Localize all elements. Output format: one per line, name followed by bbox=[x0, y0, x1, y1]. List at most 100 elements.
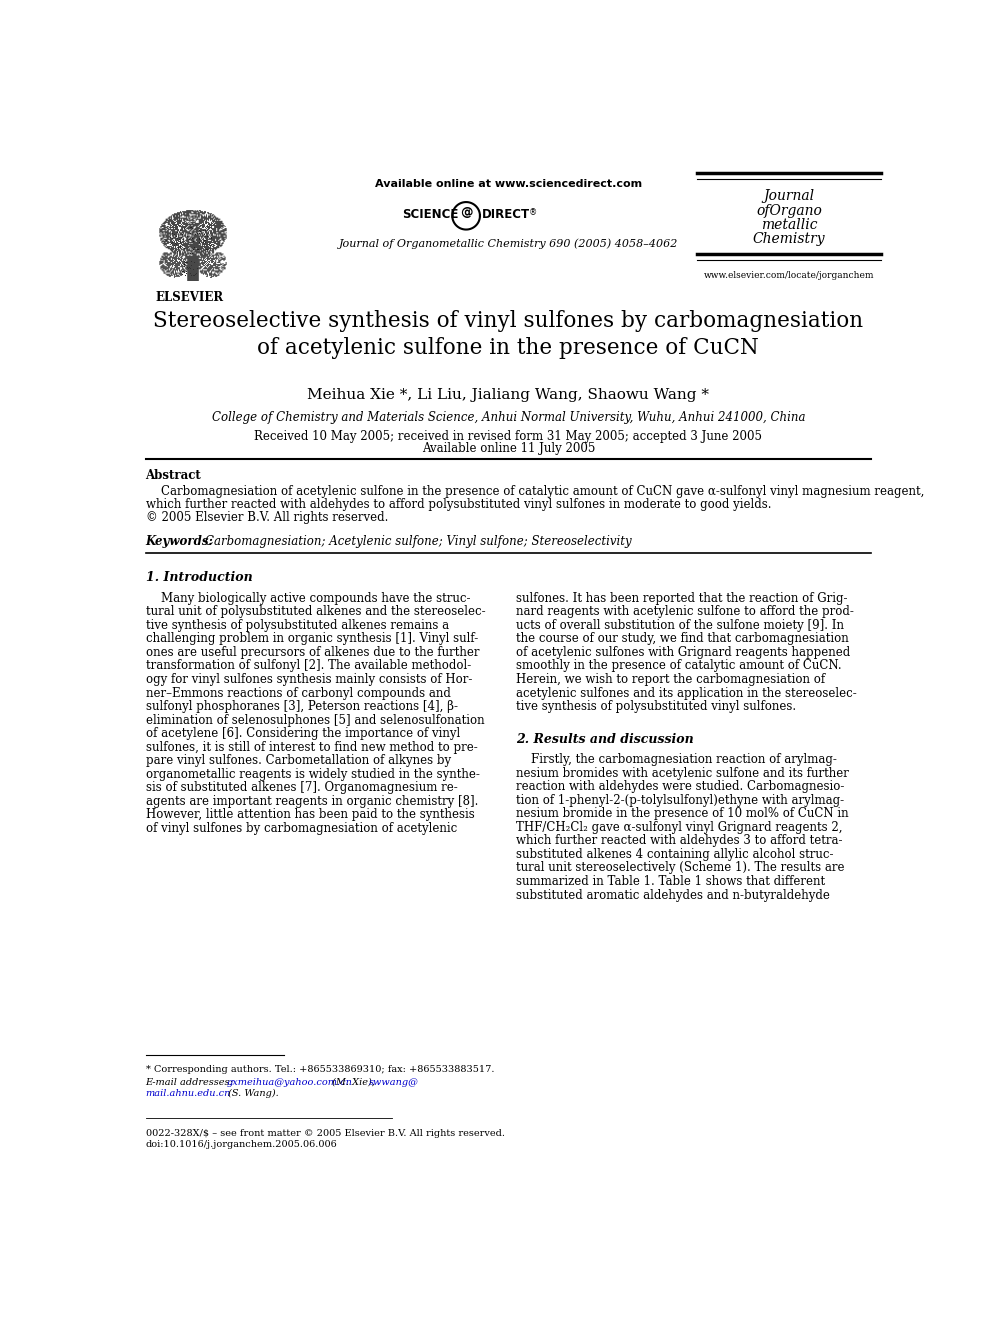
Point bbox=[183, 242, 198, 263]
Point bbox=[177, 250, 192, 271]
Text: pare vinyl sulfones. Carbometallation of alkynes by: pare vinyl sulfones. Carbometallation of… bbox=[146, 754, 450, 767]
Text: metallic: metallic bbox=[761, 218, 817, 232]
Text: ner–Emmons reactions of carbonyl compounds and: ner–Emmons reactions of carbonyl compoun… bbox=[146, 687, 450, 700]
Point bbox=[179, 262, 194, 283]
Text: Keywords:: Keywords: bbox=[146, 534, 213, 548]
Point bbox=[185, 217, 200, 238]
Point bbox=[183, 251, 198, 273]
Text: transformation of sulfonyl [2]. The available methodol-: transformation of sulfonyl [2]. The avai… bbox=[146, 659, 471, 672]
Point bbox=[158, 229, 174, 250]
Point bbox=[196, 220, 212, 241]
Point bbox=[173, 237, 188, 258]
Text: DIRECT: DIRECT bbox=[481, 208, 530, 221]
Point bbox=[177, 251, 192, 273]
Text: sulfonyl phosphoranes [3], Peterson reactions [4], β-: sulfonyl phosphoranes [3], Peterson reac… bbox=[146, 700, 457, 713]
Point bbox=[169, 228, 185, 249]
Text: nesium bromides with acetylenic sulfone and its further: nesium bromides with acetylenic sulfone … bbox=[516, 766, 849, 779]
Text: ofOrgano: ofOrgano bbox=[756, 204, 822, 217]
Text: challenging problem in organic synthesis [1]. Vinyl sulf-: challenging problem in organic synthesis… bbox=[146, 632, 478, 646]
Text: Available online at www.sciencedirect.com: Available online at www.sciencedirect.co… bbox=[375, 179, 642, 189]
Point bbox=[189, 238, 205, 259]
Point bbox=[189, 222, 205, 243]
Point bbox=[163, 226, 179, 247]
Text: THF/CH₂Cl₂ gave α-sulfonyl vinyl Grignard reagents 2,: THF/CH₂Cl₂ gave α-sulfonyl vinyl Grignar… bbox=[516, 820, 842, 833]
Text: which further reacted with aldehydes to afford polysubstituted vinyl sulfones in: which further reacted with aldehydes to … bbox=[146, 497, 771, 511]
Point bbox=[181, 257, 196, 278]
Text: substituted aromatic aldehydes and n-butyraldehyde: substituted aromatic aldehydes and n-but… bbox=[516, 889, 830, 901]
Text: summarized in Table 1. Table 1 shows that different: summarized in Table 1. Table 1 shows tha… bbox=[516, 875, 825, 888]
Point bbox=[182, 222, 197, 243]
Text: (S. Wang).: (S. Wang). bbox=[225, 1089, 279, 1098]
Text: ELSEVIER: ELSEVIER bbox=[156, 291, 223, 304]
Text: nard reagents with acetylenic sulfone to afford the prod-: nard reagents with acetylenic sulfone to… bbox=[516, 605, 854, 618]
Point bbox=[177, 255, 192, 277]
Point bbox=[203, 228, 219, 249]
Point bbox=[176, 237, 191, 258]
Text: agents are important reagents in organic chemistry [8].: agents are important reagents in organic… bbox=[146, 795, 478, 808]
Point bbox=[169, 221, 185, 242]
Point bbox=[198, 238, 214, 259]
Point bbox=[190, 232, 206, 253]
Point bbox=[164, 233, 180, 254]
Text: 1. Introduction: 1. Introduction bbox=[146, 572, 252, 585]
Text: 0022-328X/$ – see front matter © 2005 Elsevier B.V. All rights reserved.: 0022-328X/$ – see front matter © 2005 El… bbox=[146, 1129, 505, 1138]
Point bbox=[183, 255, 198, 277]
Point bbox=[195, 232, 211, 253]
Text: doi:10.1016/j.jorganchem.2005.06.006: doi:10.1016/j.jorganchem.2005.06.006 bbox=[146, 1140, 337, 1148]
Point bbox=[190, 228, 206, 249]
Text: Available online 11 July 2005: Available online 11 July 2005 bbox=[422, 442, 595, 455]
Point bbox=[168, 233, 184, 254]
Text: mail.ahnu.edu.cn: mail.ahnu.edu.cn bbox=[146, 1089, 231, 1098]
Point bbox=[195, 229, 211, 250]
Point bbox=[185, 239, 200, 261]
Point bbox=[181, 229, 196, 250]
Point bbox=[177, 262, 192, 283]
Point bbox=[184, 217, 199, 238]
Text: Carbomagnesiation of acetylenic sulfone in the presence of catalytic amount of C: Carbomagnesiation of acetylenic sulfone … bbox=[146, 484, 924, 497]
Text: tural unit of polysubstituted alkenes and the stereoselec-: tural unit of polysubstituted alkenes an… bbox=[146, 605, 485, 618]
Point bbox=[202, 234, 218, 255]
Text: swwang@: swwang@ bbox=[368, 1078, 419, 1086]
Text: Firstly, the carbomagnesiation reaction of arylmag-: Firstly, the carbomagnesiation reaction … bbox=[516, 753, 837, 766]
Text: Stereoselective synthesis of vinyl sulfones by carbomagnesiation
of acetylenic s: Stereoselective synthesis of vinyl sulfo… bbox=[154, 310, 863, 360]
Point bbox=[175, 261, 190, 282]
Text: Herein, we wish to report the carbomagnesiation of: Herein, we wish to report the carbomagne… bbox=[516, 673, 825, 687]
Point bbox=[170, 235, 186, 257]
Text: Meihua Xie *, Li Liu, Jialiang Wang, Shaowu Wang *: Meihua Xie *, Li Liu, Jialiang Wang, Sha… bbox=[308, 388, 709, 402]
Point bbox=[164, 222, 180, 243]
Text: © 2005 Elsevier B.V. All rights reserved.: © 2005 Elsevier B.V. All rights reserved… bbox=[146, 511, 388, 524]
Point bbox=[174, 224, 189, 245]
Text: Chemistry: Chemistry bbox=[753, 232, 825, 246]
Point bbox=[188, 263, 204, 284]
Point bbox=[164, 228, 180, 249]
Point bbox=[195, 220, 211, 241]
Point bbox=[174, 263, 189, 284]
Text: tive synthesis of polysubstituted alkenes remains a: tive synthesis of polysubstituted alkene… bbox=[146, 619, 448, 632]
Point bbox=[185, 242, 200, 263]
Text: ones are useful precursors of alkenes due to the further: ones are useful precursors of alkenes du… bbox=[146, 646, 479, 659]
Point bbox=[176, 229, 191, 250]
Point bbox=[182, 258, 197, 279]
Point bbox=[185, 265, 200, 286]
Point bbox=[176, 254, 191, 275]
Point bbox=[179, 251, 194, 273]
Text: the course of our study, we find that carbomagnesiation: the course of our study, we find that ca… bbox=[516, 632, 849, 646]
Text: However, little attention has been paid to the synthesis: However, little attention has been paid … bbox=[146, 808, 474, 822]
Point bbox=[197, 232, 213, 253]
Text: which further reacted with aldehydes 3 to afford tetra-: which further reacted with aldehydes 3 t… bbox=[516, 835, 842, 847]
Text: Journal of Organometallic Chemistry 690 (2005) 4058–4062: Journal of Organometallic Chemistry 690 … bbox=[338, 238, 679, 249]
Point bbox=[174, 226, 189, 247]
Point bbox=[167, 235, 183, 257]
Point bbox=[182, 262, 197, 283]
Point bbox=[175, 261, 190, 282]
Point bbox=[191, 220, 207, 241]
Point bbox=[197, 226, 213, 247]
Text: ogy for vinyl sulfones synthesis mainly consists of Hor-: ogy for vinyl sulfones synthesis mainly … bbox=[146, 673, 472, 687]
Text: substituted alkenes 4 containing allylic alcohol struc-: substituted alkenes 4 containing allylic… bbox=[516, 848, 833, 861]
Point bbox=[197, 230, 213, 251]
Text: Journal: Journal bbox=[764, 189, 814, 204]
Text: reaction with aldehydes were studied. Carbomagnesio-: reaction with aldehydes were studied. Ca… bbox=[516, 781, 844, 792]
Point bbox=[172, 229, 187, 250]
Point bbox=[177, 217, 192, 238]
Text: Many biologically active compounds have the struc-: Many biologically active compounds have … bbox=[146, 591, 470, 605]
